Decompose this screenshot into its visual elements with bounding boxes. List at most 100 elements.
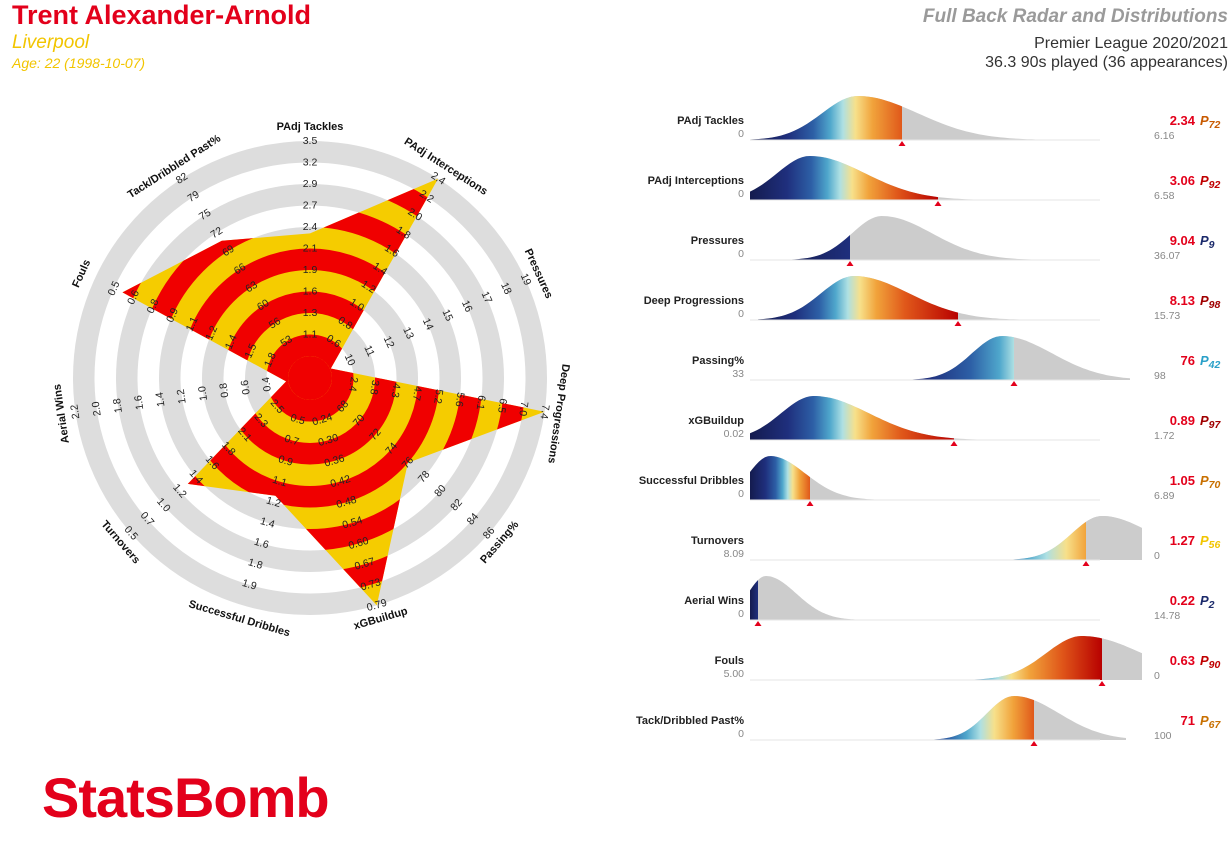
distribution-value: 0.89: [1170, 413, 1195, 428]
distribution-value: 0.63: [1170, 653, 1195, 668]
distribution-percentile: P72: [1200, 113, 1221, 131]
distribution-max-label: 6.16: [1154, 130, 1175, 142]
radar-tick-label: 1.1: [184, 315, 201, 333]
distribution-percentile: P90: [1200, 653, 1221, 671]
distribution-min-label: 5.00: [724, 668, 745, 680]
radar-tick-label: 1.2: [203, 324, 220, 342]
distribution-metric-name: Pressures: [691, 235, 744, 247]
radar-tick-label: 2.4: [303, 221, 318, 233]
radar-tick-label: 4.7: [410, 385, 424, 401]
distribution-min-label: 0: [738, 248, 744, 260]
distribution-percentile-fill: [750, 456, 810, 500]
distribution-percentile: P56: [1200, 533, 1221, 551]
radar-tick-label: 1.6: [253, 536, 271, 552]
radar-tick-label: 60: [255, 297, 271, 313]
radar-tick-label: 75: [197, 207, 213, 223]
distribution-percentile-fill: [750, 96, 902, 140]
distribution-metric-name: Turnovers: [691, 535, 744, 547]
distribution-max-label: 36.07: [1154, 250, 1180, 262]
distribution-min-label: 33: [732, 368, 744, 380]
distribution-percentile-fill: [862, 336, 1014, 380]
radar-tick-label: 10: [342, 352, 358, 368]
distribution-metric-name: Deep Progressions: [644, 295, 744, 307]
distribution-value-marker: [806, 501, 814, 506]
radar-tick-label: 1.2: [265, 494, 283, 510]
distribution-value: 71: [1181, 713, 1195, 728]
player-name: Trent Alexander-Arnold: [12, 0, 312, 30]
distribution-max-label: 6.58: [1154, 190, 1175, 202]
distribution-percentile-fill: [750, 396, 954, 440]
distribution-value: 76: [1181, 353, 1195, 368]
radar-tick-label: 1.9: [241, 577, 259, 593]
radar-tick-label: 0.5: [106, 279, 123, 297]
distribution-value: 3.06: [1170, 173, 1195, 188]
radar-tick-label: 3.5: [303, 135, 318, 147]
radar-tick-label: 13: [400, 325, 416, 341]
radar-tick-label: 1.8: [111, 397, 125, 413]
radar-tick-label: 1.1: [303, 329, 318, 341]
radar-tick-label: 66: [232, 261, 248, 277]
radar-tick-label: 0.6: [239, 379, 253, 395]
radar-tick-label: 79: [185, 188, 201, 204]
distribution-max-label: 6.89: [1154, 490, 1175, 502]
radar-metric-label: Fouls: [70, 258, 93, 290]
radar-tick-label: 0.30: [317, 432, 340, 449]
radar-tick-label: 16: [459, 298, 475, 314]
distribution-percentile-fill: [902, 516, 1142, 560]
distribution-percentile-fill: [898, 636, 1142, 680]
distribution-metric-name: Aerial Wins: [684, 595, 744, 607]
distribution-metric-name: Tack/Dribbled Past%: [636, 715, 744, 727]
radar-tick-label: 15: [440, 307, 456, 323]
distribution-percentile: P2: [1200, 593, 1215, 611]
team-name: Liverpool: [12, 32, 90, 53]
radar-tick-label: 0.73: [359, 576, 382, 593]
distribution-min-label: 0.02: [724, 428, 745, 440]
radar-tick-label: 6.5: [495, 398, 509, 414]
radar-tick-label: 0.8: [217, 382, 231, 398]
radar-tick-label: 0.5: [289, 412, 307, 428]
radar-center: [288, 356, 332, 400]
distribution-min-label: 0: [738, 188, 744, 200]
radar-tick-label: 0.9: [164, 306, 181, 324]
distribution-metric-name: Passing%: [692, 355, 744, 367]
distribution-max-label: 0: [1154, 550, 1160, 562]
distribution-percentile-fill: [750, 576, 758, 620]
distribution-percentile: P42: [1200, 353, 1221, 371]
distribution-min-label: 0: [738, 308, 744, 320]
radar-tick-label: 69: [220, 243, 236, 259]
distribution-percentile: P9: [1200, 233, 1215, 251]
distribution-percentile: P70: [1200, 473, 1221, 491]
distribution-percentile-fill: [782, 216, 850, 260]
radar-tick-label: 1.5: [242, 342, 259, 360]
distribution-value: 1.05: [1170, 473, 1195, 488]
radar-tick-label: 1.3: [303, 307, 318, 319]
distribution-max-label: 14.78: [1154, 610, 1180, 622]
radar-tick-label: 1.6: [132, 394, 146, 410]
radar-tick-label: 0.48: [335, 494, 358, 511]
radar-tick-label: 53: [278, 333, 294, 349]
radar-tick-label: 1.2: [175, 388, 189, 404]
report-title: Full Back Radar and Distributions: [922, 6, 1228, 27]
distribution-area: [782, 216, 1038, 260]
distribution-value: 2.34: [1170, 113, 1196, 128]
distribution-value-marker: [898, 141, 906, 146]
radar-tick-label: 19: [518, 272, 534, 288]
distribution-percentile-fill: [878, 696, 1034, 740]
player-age: Age: 22 (1998-10-07): [12, 55, 146, 71]
minutes-played: 36.3 90s played (36 appearances): [985, 54, 1228, 71]
radar-tick-label: 0.67: [353, 555, 376, 572]
distribution-metric-name: Fouls: [715, 655, 744, 667]
distribution-percentile: P97: [1200, 413, 1222, 431]
distribution-min-label: 0: [738, 488, 744, 500]
radar-tick-label: 1.9: [303, 264, 318, 276]
distribution-percentile: P98: [1200, 293, 1221, 311]
competition-season: Premier League 2020/2021: [1034, 35, 1228, 52]
radar-tick-label: 4.3: [389, 382, 403, 398]
radar-tick-label: 18: [498, 281, 514, 297]
radar-tick-label: 56: [267, 315, 283, 331]
radar-tick-label: 7.0: [516, 401, 530, 417]
